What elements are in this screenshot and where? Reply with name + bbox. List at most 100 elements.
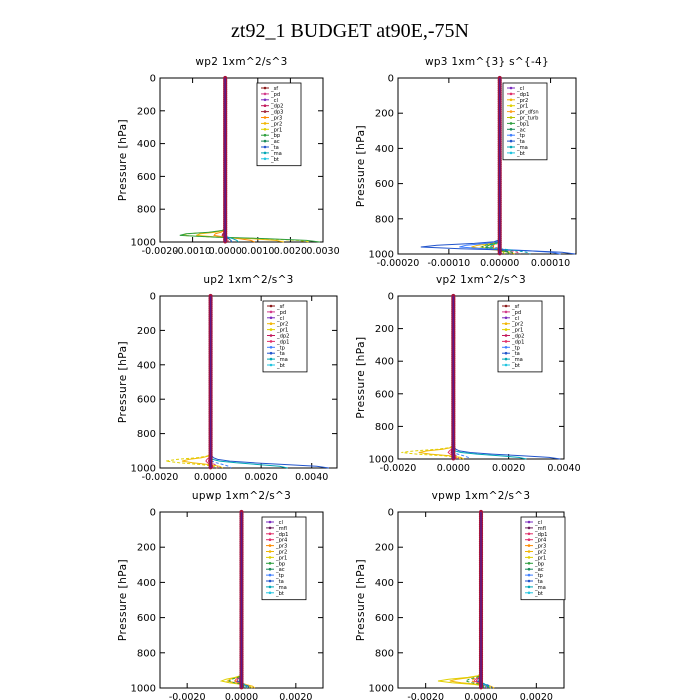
legend-entry: _pr1	[270, 127, 282, 133]
legend-entry: _ac	[516, 127, 526, 133]
chart-title: vpwp 1xm^2/s^3	[432, 490, 531, 502]
y-tick-label: 0	[150, 292, 156, 303]
chart-panel-5: 0 200 400 600 800 1000 -0.0020 0.0000 0.0020 upwp…	[117, 490, 324, 700]
y-tick-label: 200	[137, 106, 156, 117]
legend: _sf_pd_cl_dp2_dp3_pr3_pr2_pr1_bp_ac_ta_m…	[256, 82, 302, 167]
legend-entry: _pr2	[270, 121, 282, 127]
legend-entry: _pr1	[534, 555, 546, 561]
legend-marker	[527, 550, 531, 553]
y-axis-label: Pressure [hPa]	[355, 559, 367, 641]
plot-frame	[159, 77, 324, 243]
y-tick-label: 800	[137, 429, 156, 440]
legend-marker	[509, 151, 513, 155]
y-tick-label: 1000	[369, 684, 394, 695]
series-line-pr2	[181, 296, 223, 469]
y-tick-label: 600	[137, 613, 156, 624]
chart-title: wp3 1xm^{3} s^{-4}	[425, 56, 549, 68]
legend-marker	[263, 157, 267, 161]
y-tick-label: 200	[137, 326, 156, 337]
legend-marker	[263, 104, 267, 107]
chart-title: wp2 1xm^2/s^3	[195, 56, 287, 68]
x-tick-label: -0.00020	[377, 258, 420, 269]
y-tick-label: 800	[137, 205, 156, 216]
legend-entry: _pr1	[275, 555, 287, 561]
legend-marker	[504, 328, 508, 331]
legend-entry: _sf	[270, 86, 278, 92]
legend-marker	[263, 151, 267, 155]
chart-panel-6: 0 200 400 600 800 1000 -0.0020 0.0000 0.0020 vpwp…	[355, 490, 566, 700]
legend-entry: _dp1	[516, 92, 529, 98]
y-tick-label: 200	[137, 543, 156, 554]
legend-marker	[504, 334, 508, 337]
plot-frame	[159, 295, 338, 469]
legend-entry: _tp	[511, 345, 521, 351]
y-tick-label: 600	[375, 613, 394, 624]
legend-marker	[269, 346, 273, 349]
legend-entry: _ta	[276, 351, 285, 357]
y-tick-label: 800	[137, 648, 156, 659]
legend-entry: _dp2	[270, 104, 283, 110]
legend-entry: _ma	[275, 585, 287, 591]
y-tick-label: 200	[375, 109, 394, 120]
legend-marker	[268, 573, 272, 577]
legend-marker	[509, 92, 513, 96]
legend-entry: _dp1	[275, 532, 288, 538]
legend-marker	[263, 122, 267, 125]
x-tick-label: 0.0020	[492, 463, 525, 474]
legend-marker	[263, 139, 267, 143]
y-tick-label: 0	[150, 74, 156, 85]
y-tick-label: 400	[137, 578, 156, 589]
legend-entry: _tp	[275, 573, 285, 579]
legend-marker	[504, 316, 508, 320]
x-tick-label: 0.0010	[241, 246, 274, 257]
chart-panel-4: 0 200 400 600 800 1000-0.0020 0.0000 0.0020 0.00…	[355, 274, 581, 474]
chart-title: vp2 1xm^2/s^3	[436, 274, 526, 286]
legend-marker	[263, 98, 267, 102]
legend-entry: _ma	[511, 357, 523, 363]
legend-entry: _bt	[270, 157, 279, 163]
y-tick-label: 600	[137, 395, 156, 406]
legend-marker	[504, 340, 508, 343]
legend-entry: _pr_turb	[516, 116, 539, 122]
legend-entry: _ta	[516, 139, 525, 145]
chart-title: upwp 1xm^2/s^3	[192, 490, 291, 502]
legend-marker	[263, 116, 267, 119]
legend-entry: _ma	[534, 585, 546, 591]
x-tick-label: 0.0030	[306, 246, 339, 257]
legend-entry: _pr4	[534, 538, 547, 544]
legend-marker	[269, 357, 273, 361]
legend-marker	[527, 591, 531, 595]
x-tick-label: 0.0000	[437, 463, 470, 474]
x-tick-label: -0.00010	[427, 258, 470, 269]
series-line-pr1	[219, 512, 253, 689]
legend-entry: _cl	[534, 520, 542, 526]
legend-marker	[509, 86, 513, 90]
series-line-pr1	[437, 512, 492, 689]
legend-entry: _pr2	[275, 550, 287, 556]
x-tick-label: -0.0020	[169, 692, 206, 700]
x-tick-label: 0.00010	[531, 258, 570, 269]
legend-marker	[527, 556, 531, 559]
legend-marker	[263, 133, 267, 137]
legend-entry: _sf	[276, 304, 284, 310]
y-tick-label: 800	[375, 214, 394, 225]
legend-marker	[527, 544, 531, 547]
legend-marker	[268, 532, 272, 536]
legend: _sf_pd_cl_pr2_pr1_dp2_dp1_tp_ta_ma_bt	[262, 300, 308, 373]
y-tick-label: 400	[137, 139, 156, 150]
legend-entry: _ta	[275, 579, 284, 585]
legend-entry: _pd	[276, 310, 286, 316]
legend-entry: _pd	[511, 310, 521, 316]
y-tick-label: 1000	[131, 464, 156, 475]
legend-marker	[269, 334, 273, 337]
legend-marker	[268, 567, 272, 571]
legend-entry: _dp1	[276, 339, 289, 345]
legend-marker	[509, 128, 513, 131]
legend-entry: _pr1	[516, 104, 528, 110]
legend-marker	[504, 304, 508, 308]
y-tick-label: 1000	[369, 250, 394, 261]
x-tick-label: 0.0040	[295, 472, 328, 483]
legend-marker	[269, 310, 273, 314]
y-axis-label: Pressure [hPa]	[355, 125, 367, 207]
